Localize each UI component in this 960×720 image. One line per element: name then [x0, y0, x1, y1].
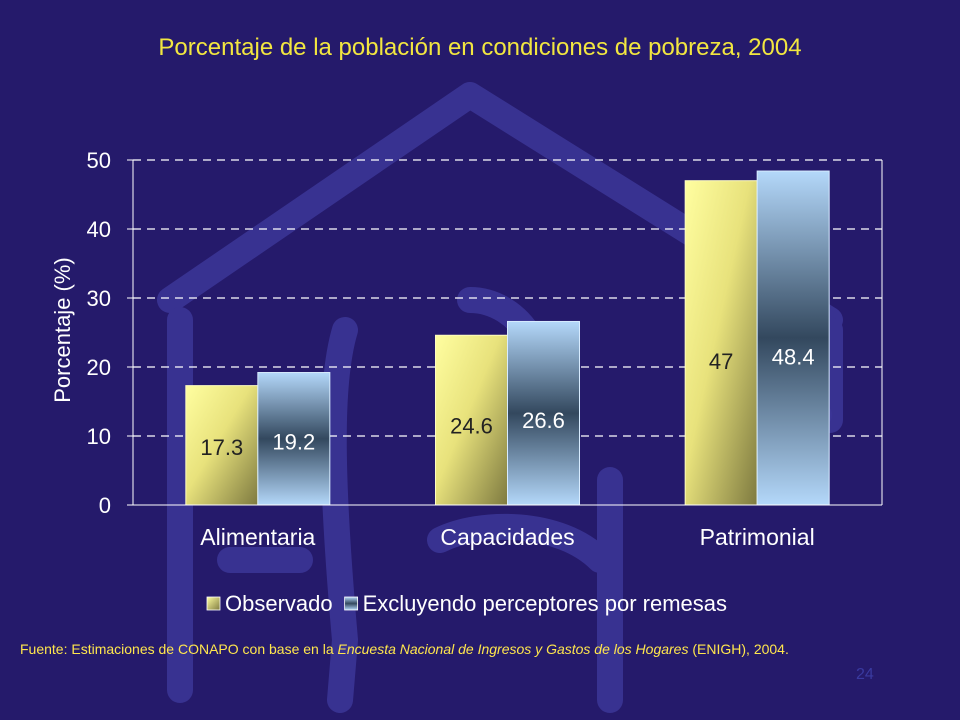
source-suffix: (ENIGH), 2004.: [688, 641, 789, 657]
y-tick-label: 40: [87, 217, 111, 242]
data-label: 26.6: [522, 408, 565, 433]
source-survey-name: Encuesta Nacional de Ingresos y Gastos d…: [337, 641, 689, 657]
bar-observado-capacidades: [435, 334, 508, 506]
legend-label-observado: Observado: [225, 591, 333, 616]
data-label: 24.6: [450, 414, 493, 439]
x-tick-label: Patrimonial: [700, 524, 815, 550]
y-axis-label: Porcentaje (%): [50, 257, 75, 403]
bar-observado-alimentaria: [185, 385, 259, 506]
source-prefix: Fuente: Estimaciones de CONAPO con base …: [20, 641, 338, 657]
bar-excluyendo-capacidades: [507, 320, 580, 506]
data-label: 19.2: [272, 429, 315, 454]
bar-observado-patrimonial: [684, 180, 758, 506]
legend-swatch-excluyendo: [344, 596, 359, 611]
x-tick-label: Alimentaria: [200, 524, 315, 550]
y-tick-label: 20: [87, 355, 111, 380]
bar-chart: 17.3 19.2 24.6 26.6 47 48.4 0 10 20 30 40 50 Alimen…: [50, 148, 883, 616]
legend-swatch-observado: [206, 596, 221, 611]
bar-excluyendo-alimentaria: [257, 372, 331, 506]
y-tick-label: 30: [87, 286, 111, 311]
data-label: 47: [709, 349, 733, 374]
x-tick-label: Capacidades: [440, 524, 574, 550]
legend-label-excluyendo: Excluyendo perceptores por remesas: [363, 591, 727, 616]
legend: Observado Excluyendo perceptores por reme…: [206, 591, 727, 616]
data-label: 48.4: [772, 345, 815, 370]
data-label: 17.3: [200, 435, 243, 460]
page-number: 24: [856, 666, 874, 683]
y-tick-label: 50: [87, 148, 111, 173]
y-tick-label: 0: [99, 493, 111, 518]
y-tick-label: 10: [87, 424, 111, 449]
bar-excluyendo-patrimonial: [756, 170, 830, 506]
chart-title: Porcentaje de la población en condicione…: [158, 34, 802, 61]
source-note: Fuente: Estimaciones de CONAPO con base …: [20, 641, 789, 657]
